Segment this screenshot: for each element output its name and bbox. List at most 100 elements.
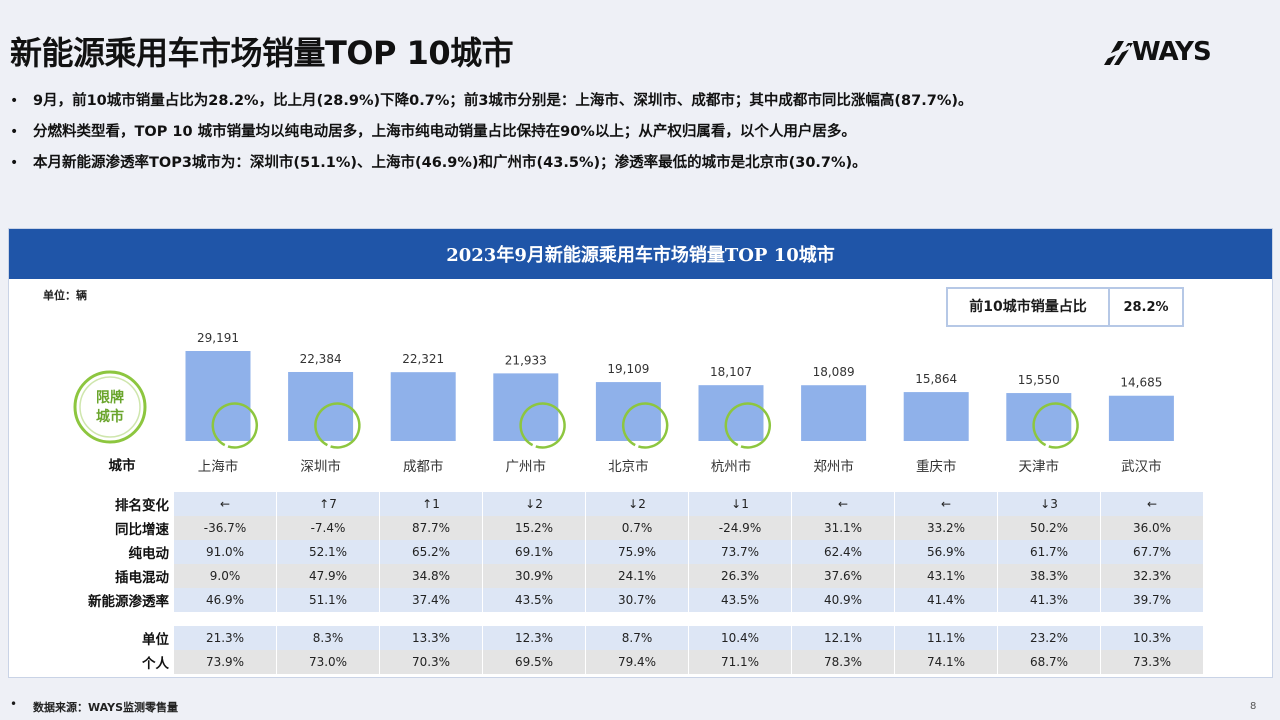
restricted-city-badge: 限牌 城市 (73, 370, 147, 444)
table-cell: 13.3% (379, 626, 482, 650)
city-label: 重庆市 (916, 458, 957, 475)
table-cell: -36.7% (173, 516, 276, 540)
ways-logo: WAYS (1100, 32, 1220, 72)
table-cell: 69.5% (482, 650, 585, 674)
table-cell: 8.3% (276, 626, 379, 650)
summary-bullet: • 9月，前10城市销量占比为28.2%，比上月(28.9%)下降0.7%；前3… (10, 92, 1270, 123)
table-cell: 65.2% (379, 540, 482, 564)
row-label: 排名变化 (69, 492, 173, 516)
bar (493, 373, 559, 441)
ways-logo-mark-icon (1102, 41, 1133, 65)
table-cell: 38.3% (997, 564, 1100, 588)
restricted-ring-icon (211, 402, 259, 449)
table-cell: 69.1% (482, 540, 585, 564)
row-label: 插电混动 (69, 564, 173, 588)
table-cell: 61.7% (997, 540, 1100, 564)
restricted-ring-icon (314, 402, 361, 449)
table-cell: -7.4% (276, 516, 379, 540)
row-label: 单位 (69, 626, 173, 650)
table-cell: 15.2% (482, 516, 585, 540)
restricted-ring-icon (1032, 402, 1079, 449)
table-cell: 62.4% (791, 540, 894, 564)
bullet-text: 分燃料类型看，TOP 10 城市销量均以纯电动居多，上海市纯电动销量占比保持在9… (33, 124, 856, 140)
city-row-label: 城市 (109, 457, 136, 474)
table-cell: 11.1% (894, 626, 997, 650)
city-label: 北京市 (608, 458, 649, 475)
page-title: 新能源乘用车市场销量TOP 10城市 (10, 34, 514, 72)
table-cell: 74.1% (894, 650, 997, 674)
table-cell: 23.2% (997, 626, 1100, 650)
table-cell: ↓2 (482, 492, 585, 516)
table-cell: 73.0% (276, 650, 379, 674)
table-row: 插电混动 9.0% 47.9% 34.8% 30.9% 24.1% 26.3% 37.6% 43… (69, 564, 1203, 588)
row-label: 个人 (69, 650, 173, 674)
city-label: 武汉市 (1121, 458, 1162, 475)
table-cell: 56.9% (894, 540, 997, 564)
badge-ring-icon (73, 370, 147, 444)
table-cell: 30.9% (482, 564, 585, 588)
table-cell: 52.1% (276, 540, 379, 564)
table-cell: ↑1 (379, 492, 482, 516)
bar-group: 18,089 郑州市 (801, 365, 867, 475)
table-cell: 8.7% (585, 626, 688, 650)
table-cell: 73.7% (688, 540, 791, 564)
bar-value-label: 29,191 (197, 331, 239, 345)
table-row: 新能源渗透率 46.9% 51.1% 37.4% 43.5% 30.7% 43.5% 40.9… (69, 588, 1203, 612)
bar-value-label: 18,107 (710, 365, 752, 379)
table-cell: ← (894, 492, 997, 516)
row-label: 纯电动 (69, 540, 173, 564)
table-cell: ↓3 (997, 492, 1100, 516)
chart-panel: 2023年9月新能源乘用车市场销量TOP 10城市 单位：辆 前10城市销量占比… (8, 228, 1273, 678)
table-cell: 10.3% (1100, 626, 1203, 650)
top10-share-box: 前10城市销量占比 28.2% (946, 287, 1184, 327)
bar-group: 22,384 深圳市 (288, 352, 361, 475)
table-cell: 39.7% (1100, 588, 1203, 612)
table-row: 纯电动 91.0% 52.1% 65.2% 69.1% 75.9% 73.7% 62.4% 56… (69, 540, 1203, 564)
table-cell: 71.1% (688, 650, 791, 674)
bar-group: 19,109 北京市 (595, 362, 669, 475)
bar-value-label: 22,384 (300, 352, 342, 366)
table-cell: 67.7% (1100, 540, 1203, 564)
bar-group: 15,864 重庆市 (903, 372, 969, 475)
table-cell: 34.8% (379, 564, 482, 588)
table-cell: ← (791, 492, 894, 516)
table-row: 排名变化 ← ↑7 ↑1 ↓2 ↓2 ↓1 ← ← ↓3 ← (69, 492, 1203, 516)
table-cell: 79.4% (585, 650, 688, 674)
table-cell: 41.4% (894, 588, 997, 612)
table-cell: 12.1% (791, 626, 894, 650)
bar-value-label: 22,321 (402, 352, 444, 366)
badge-line-1: 限牌 (96, 389, 124, 406)
row-label: 新能源渗透率 (69, 588, 173, 612)
bullet-dot-icon: • (10, 93, 19, 109)
table-cell: 91.0% (173, 540, 276, 564)
table-cell: 26.3% (688, 564, 791, 588)
table-cell: 46.9% (173, 588, 276, 612)
table-cell: 30.7% (585, 588, 688, 612)
bar-group: 29,191 上海市 (185, 331, 259, 475)
summary-bullet: • 分燃料类型看，TOP 10 城市销量均以纯电动居多，上海市纯电动销量占比保持… (10, 123, 1270, 154)
bar-group: 18,107 杭州市 (698, 365, 772, 475)
table-gap (69, 612, 1203, 626)
bar-group: 22,321 成都市 (390, 352, 456, 475)
row-label: 同比增速 (69, 516, 173, 540)
table-cell: ↑7 (276, 492, 379, 516)
table-cell: 12.3% (482, 626, 585, 650)
table-cell: 87.7% (379, 516, 482, 540)
table-cell: 50.2% (997, 516, 1100, 540)
table-cell: 10.4% (688, 626, 791, 650)
restricted-ring-icon (621, 402, 669, 449)
bar-value-label: 15,550 (1018, 373, 1060, 387)
panel-title: 2023年9月新能源乘用车市场销量TOP 10城市 (9, 229, 1272, 279)
table-cell: 24.1% (585, 564, 688, 588)
bar-group: 21,933 广州市 (493, 353, 566, 475)
table-row: 单位 21.3% 8.3% 13.3% 12.3% 8.7% 10.4% 12.1% 11.1%… (69, 626, 1203, 650)
bullet-text: 9月，前10城市销量占比为28.2%，比上月(28.9%)下降0.7%；前3城市… (33, 93, 973, 109)
unit-label: 单位：辆 (43, 289, 87, 302)
bar-value-label: 21,933 (505, 353, 547, 367)
bar (903, 392, 969, 441)
summary-bullet: • 本月新能源渗透率TOP3城市为：深圳市(51.1%)、上海市(46.9%)和… (10, 154, 1270, 185)
table-cell: 78.3% (791, 650, 894, 674)
city-label: 广州市 (506, 458, 547, 475)
table-cell: ← (1100, 492, 1203, 516)
table-cell: 70.3% (379, 650, 482, 674)
